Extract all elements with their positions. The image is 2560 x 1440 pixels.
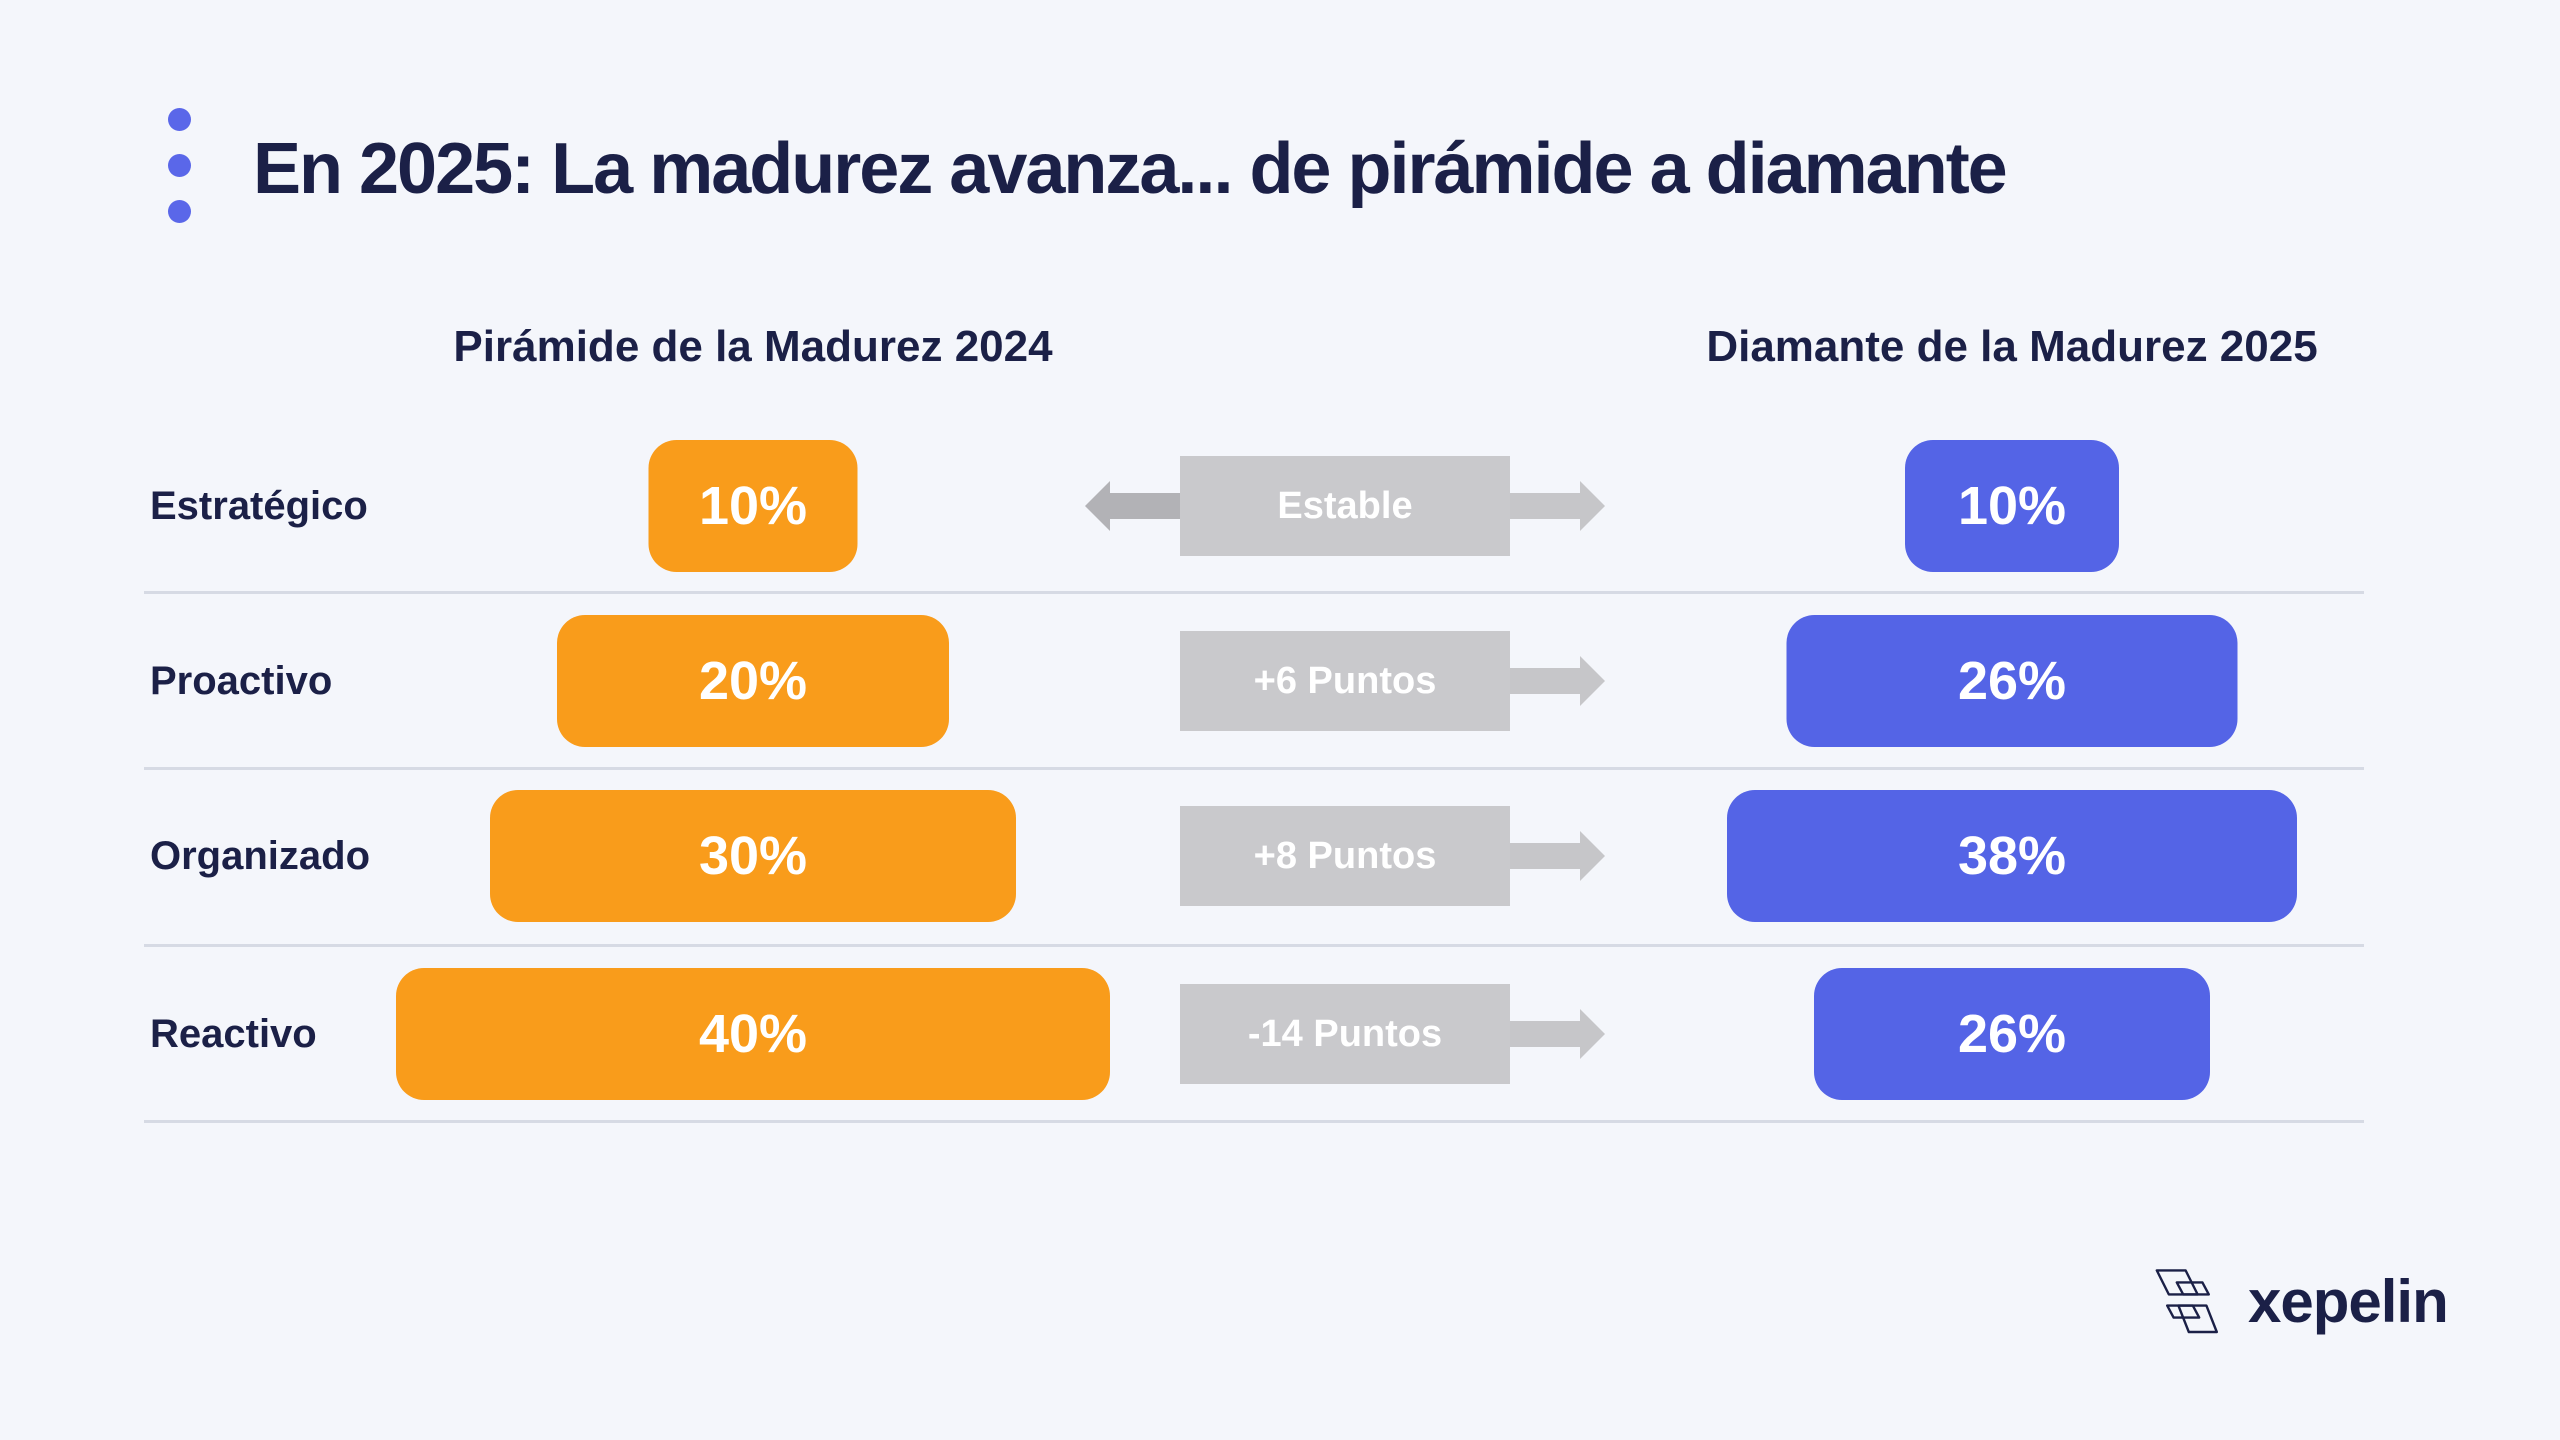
- bar-2024-value: 40%: [396, 968, 1110, 1100]
- column-header-2025: Diamante de la Madurez 2025: [1706, 322, 2318, 371]
- chart-row-reactivo: Reactivo 40% -14 Puntos 26%: [0, 968, 2560, 1100]
- row-divider: [144, 591, 2364, 594]
- arrow-right-icon: [1510, 1009, 1605, 1059]
- column-header-2024: Pirámide de la Madurez 2024: [453, 322, 1053, 371]
- bar-2025-value: 10%: [1905, 440, 2119, 572]
- xepelin-logo: xepelin: [2148, 1258, 2449, 1346]
- chart-row-estrategico: Estratégico 10% Estable 10%: [0, 440, 2560, 572]
- arrow-right-icon: [1510, 831, 1605, 881]
- row-divider: [144, 767, 2364, 770]
- row-label: Estratégico: [150, 484, 368, 528]
- bar-2025-value: 38%: [1727, 790, 2297, 922]
- bar-2024-value: 10%: [648, 440, 858, 572]
- delta-label: +6 Puntos: [1180, 631, 1510, 731]
- arrow-right-icon: [1510, 481, 1605, 531]
- bar-2024-value: 20%: [557, 615, 949, 747]
- dot-icon: [168, 154, 191, 177]
- delta-label: -14 Puntos: [1180, 984, 1510, 1084]
- chart-row-proactivo: Proactivo 20% +6 Puntos 26%: [0, 615, 2560, 747]
- row-label: Organizado: [150, 834, 371, 878]
- delta-label: Estable: [1180, 456, 1510, 556]
- row-divider: [144, 1120, 2364, 1123]
- row-divider: [144, 944, 2364, 947]
- xepelin-logo-text: xepelin: [2248, 1268, 2449, 1335]
- bar-2025-value: 26%: [1814, 968, 2210, 1100]
- bar-2025-value: 26%: [1786, 615, 2238, 747]
- row-label: Reactivo: [150, 1012, 317, 1056]
- dot-icon: [168, 200, 191, 223]
- arrow-right-icon: [1510, 656, 1605, 706]
- xepelin-logo-mark-icon: [2155, 1269, 2218, 1334]
- page-title: En 2025: La madurez avanza... de pirámid…: [253, 129, 2008, 209]
- arrow-left-icon: [1085, 481, 1180, 531]
- bar-2024-value: 30%: [490, 790, 1016, 922]
- dot-icon: [168, 108, 191, 131]
- title-ellipsis-dots-icon: [168, 108, 191, 223]
- delta-label: +8 Puntos: [1180, 806, 1510, 906]
- chart-row-organizado: Organizado 30% +8 Puntos 38%: [0, 790, 2560, 922]
- row-label: Proactivo: [150, 659, 333, 703]
